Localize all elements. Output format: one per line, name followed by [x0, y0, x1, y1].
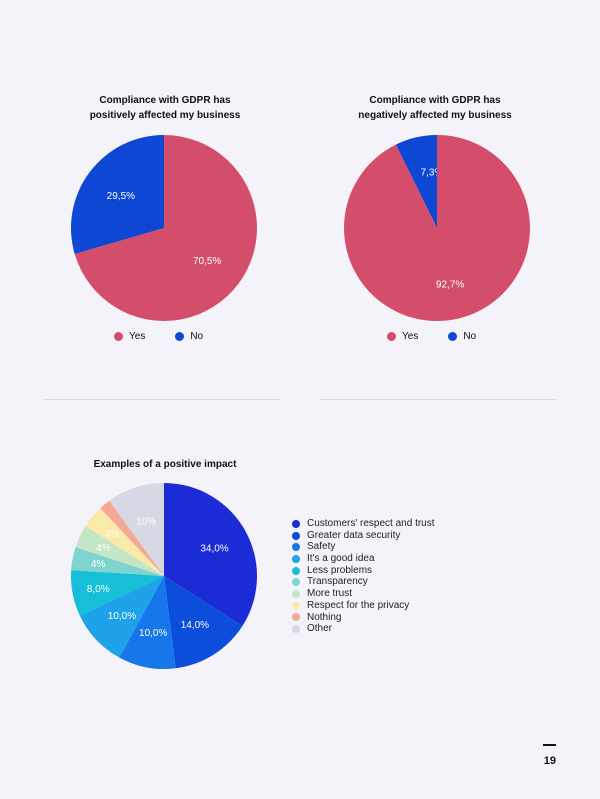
legend-swatch — [292, 625, 300, 634]
legend-label: No — [190, 331, 204, 342]
legend-item-safety: Safety — [292, 541, 435, 553]
pie-slice-more-trust — [75, 526, 164, 576]
pie-slice-other — [109, 483, 164, 576]
pie-label-respect-for-the-privacy: 4% — [105, 529, 120, 540]
legend-label: Yes — [129, 331, 146, 342]
legend-swatch — [292, 531, 300, 540]
divider-right — [320, 399, 556, 400]
legend-item-yes: Yes — [114, 331, 145, 342]
legend-item-no: No — [175, 331, 203, 342]
legend-swatch — [292, 578, 300, 587]
legend-item-nothing: Nothing — [292, 612, 435, 624]
legend-item-no: No — [448, 331, 476, 342]
legend-label: Less problems — [307, 564, 373, 576]
legend-label: Safety — [307, 541, 336, 553]
chart-1-title: Compliance with GDPR has positively affe… — [89, 95, 241, 121]
chart-2-title: Compliance with GDPR has negatively affe… — [358, 95, 512, 121]
legend-label: Transparency — [307, 576, 368, 588]
legend-item-it-s-a-good-idea: It's a good idea — [292, 553, 435, 565]
page-number: 19 — [543, 755, 556, 767]
legend-item-transparency: Transparency — [292, 576, 435, 588]
pie-label-transparency: 4% — [91, 559, 106, 570]
legend-swatch — [292, 613, 300, 622]
chart-3-title: Examples of a positive impact — [93, 459, 237, 470]
pie-slice-greater-data-security — [164, 576, 243, 669]
pie-slice-it-s-a-good-idea — [79, 576, 164, 658]
legend-label: It's a good idea — [307, 553, 375, 565]
pie-chart-positive: 70,5% 29,5% — [70, 135, 257, 321]
legend-swatch — [292, 519, 300, 528]
pie-slice-customers-respect-and-trust — [164, 483, 257, 626]
legend-swatch — [292, 543, 300, 552]
pie-label-other: 10% — [136, 517, 156, 528]
legend-swatch — [292, 566, 300, 575]
pie-chart-negative: 7,3% 92,7% — [344, 135, 530, 321]
pie-label-more-trust: 4% — [96, 543, 111, 554]
pie-slice-no — [70, 135, 164, 254]
legend-swatch — [292, 554, 300, 563]
pie-label-yes: 70,5% — [193, 256, 221, 267]
pie-slice-respect-for-the-privacy — [85, 508, 164, 576]
legend-swatch — [292, 601, 300, 610]
pie-slice-no — [395, 135, 437, 228]
pie-slice-safety — [119, 576, 176, 669]
pie-label-less-problems: 8,0% — [87, 584, 110, 595]
legend-label: More trust — [307, 588, 353, 600]
legend-swatch — [387, 332, 396, 341]
legend-label: Greater data security — [307, 529, 401, 541]
pie-chart-positive-impact: 34,0% 14,0% 10,0%10,0% 8,0% 4% 4% 4% 10% — [71, 483, 257, 669]
pie-label-no: 7,3% — [420, 167, 443, 178]
legend-item-other: Other — [292, 623, 435, 635]
legend-label: Respect for the privacy — [307, 599, 410, 611]
pie-label-no: 29,5% — [107, 191, 135, 202]
pie-label-greater-data-security: 14,0% — [181, 620, 209, 631]
chart-1-legend: Yes No — [114, 331, 233, 342]
chart-2-legend: Yes No — [387, 331, 506, 342]
legend-item-more-trust: More trust — [292, 588, 435, 600]
page-number-dash — [543, 744, 556, 746]
pie-label-customers-respect-and-trust: 34,0% — [200, 544, 228, 555]
legend-item-yes: Yes — [387, 331, 418, 342]
pie-slice-yes — [344, 135, 530, 321]
pie-label-it-s-a-good-idea: 10,0% — [108, 611, 136, 622]
legend-swatch — [448, 332, 458, 341]
pie-label-safety: 10,0% — [139, 628, 167, 639]
legend-item-less-problems: Less problems — [292, 565, 435, 577]
divider-left — [44, 399, 280, 400]
legend-swatch — [292, 589, 300, 598]
legend-label: Yes — [402, 331, 419, 342]
legend-label: Other — [307, 623, 333, 635]
legend-item-greater-data-security: Greater data security — [292, 530, 435, 542]
pie-label-yes: 92,7% — [436, 280, 464, 291]
pie-slice-less-problems — [71, 570, 164, 616]
pie-slice-yes — [74, 135, 257, 321]
legend-swatch — [175, 332, 185, 341]
legend-swatch — [114, 332, 123, 341]
pie-slice-nothing — [100, 500, 164, 576]
pie-slice-transparency — [71, 547, 164, 576]
legend-item-customers-respect-and-trust: Customers' respect and trust — [292, 518, 435, 530]
legend-item-respect-for-the-privacy: Respect for the privacy — [292, 600, 435, 612]
legend-label: Customers' respect and trust — [307, 518, 435, 529]
chart-3-legend: Customers' respect and trust Greater data… — [292, 518, 435, 635]
legend-label: Nothing — [307, 611, 342, 623]
legend-label: No — [463, 331, 477, 342]
